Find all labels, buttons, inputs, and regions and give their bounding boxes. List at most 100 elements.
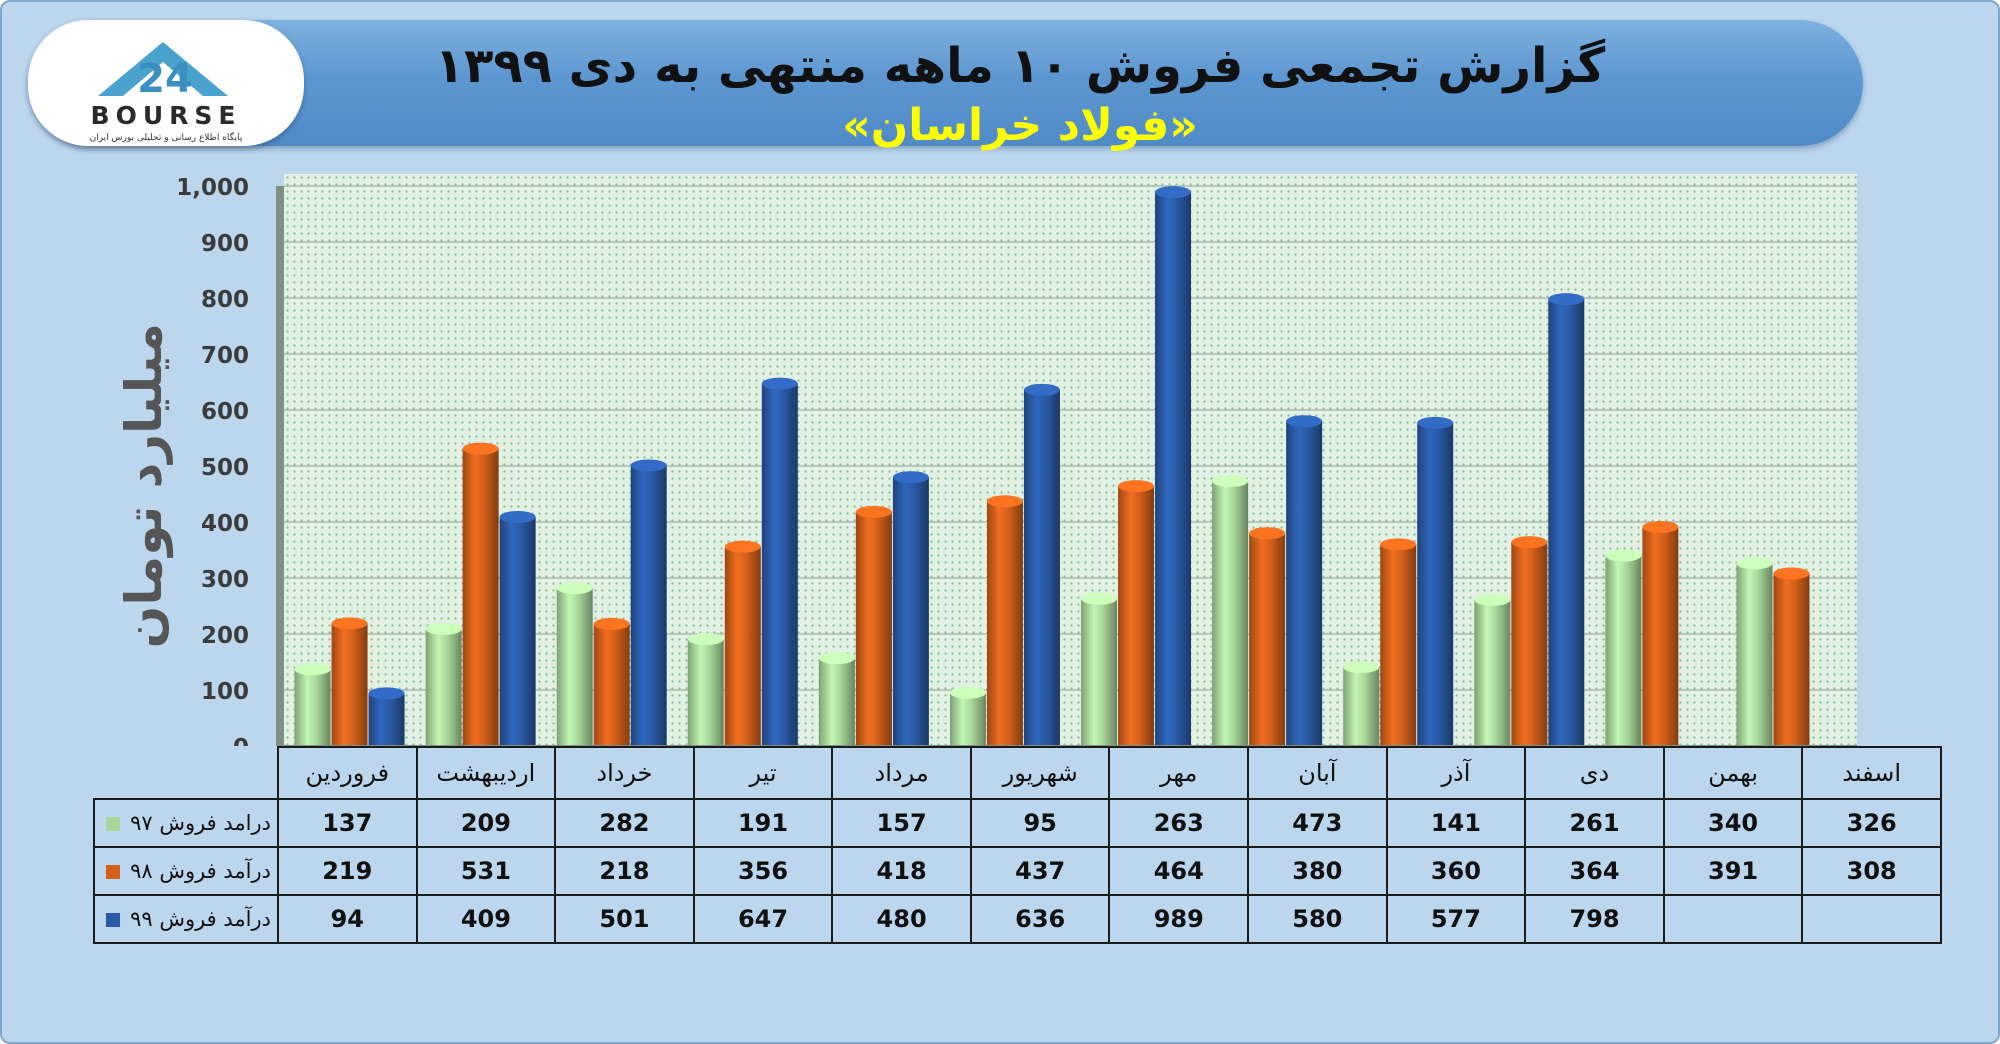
- y-tick-label: 900: [201, 231, 249, 257]
- data-label: 308: [1801, 846, 1942, 896]
- bar-cap: [499, 510, 536, 523]
- data-label: 326: [1801, 798, 1942, 848]
- bar-cap: [855, 505, 892, 518]
- title-banner: گزارش تجمعی فروش ۱۰ ماهه منتهی به دی ۱۳۹…: [30, 20, 1863, 151]
- data-label: 137: [277, 798, 418, 848]
- category-label: مهر: [1108, 746, 1250, 800]
- bourse24-logo: 24 BOURSE پایگاه اطلاع رسانی و تحلیلی بو…: [28, 20, 304, 146]
- bar-cap: [1155, 186, 1192, 199]
- legend-cell: درآمد فروش ۹۸: [93, 846, 279, 896]
- data-label: 531: [415, 846, 557, 896]
- plot-side-wall: [276, 186, 284, 746]
- bar-cap: [1417, 416, 1454, 429]
- legend-label: درآمد فروش ۹۹: [130, 907, 271, 931]
- bar: [499, 516, 536, 746]
- category-row: فروردین اردیبهشت خرداد تیر مرداد شهریور مهر آبا…: [94, 746, 1942, 800]
- category-label: آبان: [1247, 746, 1388, 800]
- legend-label: درامد فروش ۹۷: [130, 811, 271, 835]
- y-tick-label: 700: [201, 343, 249, 369]
- data-label: 437: [969, 846, 1111, 896]
- data-label: 157: [831, 798, 972, 848]
- data-label: 218: [554, 846, 695, 896]
- data-label: [1801, 894, 1942, 944]
- data-label: 380: [1247, 846, 1388, 896]
- data-label: 219: [277, 846, 418, 896]
- data-label: 94: [277, 894, 418, 944]
- bar-cap: [593, 617, 630, 630]
- data-label: 647: [692, 894, 834, 944]
- plot-area: [284, 174, 1857, 746]
- bar: [1081, 598, 1118, 746]
- data-label: 636: [969, 894, 1111, 944]
- y-tick-label: 800: [201, 287, 249, 313]
- bar: [892, 477, 929, 746]
- y-tick-label: 500: [201, 455, 249, 481]
- data-label: 501: [554, 894, 695, 944]
- bar-cap: [1081, 592, 1118, 605]
- bar: [949, 692, 986, 746]
- series-row: درآمد فروش ۹۸ 219 531 218 356 418 437 464 380 360…: [93, 846, 1942, 896]
- bar-cap: [1118, 480, 1155, 493]
- bar-cap: [425, 622, 462, 635]
- data-label: 356: [692, 846, 834, 896]
- bar-cap: [1773, 567, 1810, 580]
- data-table: فروردین اردیبهشت خرداد تیر مرداد شهریور مهر آبا…: [93, 746, 1942, 944]
- chart-title: گزارش تجمعی فروش ۱۰ ماهه منتهی به دی ۱۳۹…: [434, 38, 1606, 94]
- bar: [425, 628, 462, 746]
- bar-cap: [1343, 661, 1380, 674]
- category-label: اسفند: [1801, 746, 1942, 800]
- data-label: 360: [1385, 846, 1527, 896]
- data-label: 263: [1108, 798, 1250, 848]
- bar-cap: [1249, 527, 1286, 540]
- logo-tagline: پایگاه اطلاع رسانی و تحلیلی بورس ایران: [90, 131, 243, 143]
- data-label: [1662, 894, 1804, 944]
- data-label: 261: [1524, 798, 1665, 848]
- logo-wordmark: BOURSE: [91, 101, 242, 130]
- bar: [1212, 481, 1249, 746]
- legend-cell: درامد فروش ۹۷: [93, 798, 279, 848]
- data-label: 141: [1385, 798, 1527, 848]
- legend-swatch: [106, 865, 121, 879]
- bar-cap: [687, 633, 724, 646]
- y-tick-label: 200: [201, 623, 249, 649]
- legend-swatch: [106, 913, 121, 927]
- series-row: درآمد فروش ۹۹ 94 409 501 647 480 636 989 580 577 7…: [93, 894, 1942, 944]
- y-tick-label: 300: [201, 567, 249, 593]
- bar-cap: [1212, 475, 1249, 488]
- bar: [1380, 544, 1417, 746]
- bar: [1642, 527, 1679, 746]
- bar-cap: [462, 442, 499, 455]
- bar-cap: [1736, 557, 1773, 570]
- bar-cap: [818, 652, 855, 665]
- bar: [368, 693, 405, 746]
- data-label: 340: [1662, 798, 1804, 848]
- data-label: 282: [554, 798, 695, 848]
- bar: [818, 658, 855, 746]
- data-label: 418: [831, 846, 972, 896]
- data-label: 580: [1247, 894, 1388, 944]
- data-label: 464: [1108, 846, 1250, 896]
- legend-label: درآمد فروش ۹۸: [130, 859, 271, 883]
- legend-cell: درآمد فروش ۹۹: [93, 894, 279, 944]
- bar: [1286, 421, 1323, 746]
- category-label: آذر: [1385, 746, 1527, 800]
- bar-cap: [1605, 549, 1642, 562]
- category-label: شهریور: [969, 746, 1111, 800]
- legend-swatch: [106, 817, 121, 831]
- category-label: اردیبهشت: [415, 746, 557, 800]
- bar-cap: [724, 540, 761, 553]
- bar-cap: [1474, 593, 1511, 606]
- bar-cap: [630, 459, 667, 472]
- data-label: 409: [415, 894, 557, 944]
- category-label: فروردین: [277, 746, 418, 800]
- data-label: 473: [1247, 798, 1388, 848]
- bar-cap: [949, 686, 986, 699]
- bar: [1118, 486, 1155, 746]
- bar: [593, 623, 630, 746]
- bar-cap: [1548, 293, 1585, 306]
- y-tick-label: 100: [201, 679, 249, 705]
- bar: [724, 546, 761, 746]
- bar: [1023, 389, 1060, 746]
- bar-cap: [1023, 383, 1060, 396]
